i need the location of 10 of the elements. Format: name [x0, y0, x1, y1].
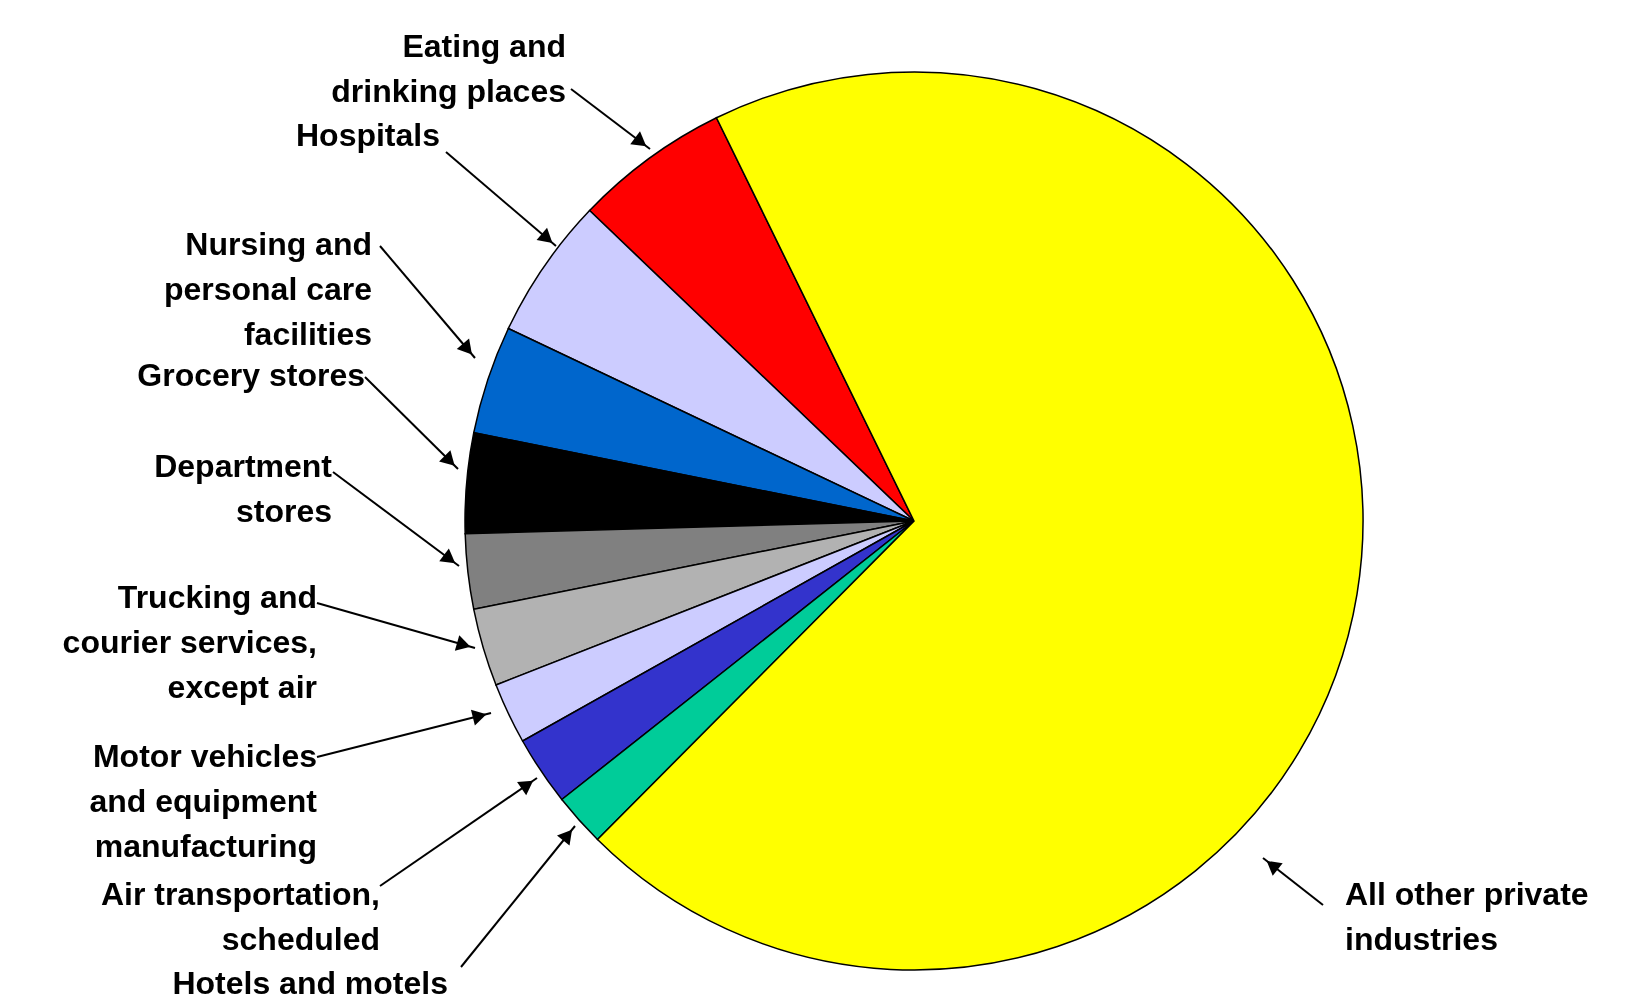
- slice-label: Nursing and personal care facilities: [163, 226, 372, 352]
- slice-label: Hospitals: [295, 117, 440, 153]
- slice-label: Trucking and courier services, except air: [62, 579, 317, 705]
- slice-label: Department stores: [154, 448, 333, 529]
- slice-label: Air transportation, scheduled: [100, 876, 380, 957]
- slice-label: Hotels and motels: [172, 965, 448, 1001]
- slice-label: All other private industries: [1345, 876, 1589, 957]
- slice-label: Eating and drinking places: [331, 28, 566, 109]
- slice-label: Grocery stores: [137, 357, 365, 393]
- slice-label: Motor vehicles and equipment manufacturing: [89, 738, 318, 864]
